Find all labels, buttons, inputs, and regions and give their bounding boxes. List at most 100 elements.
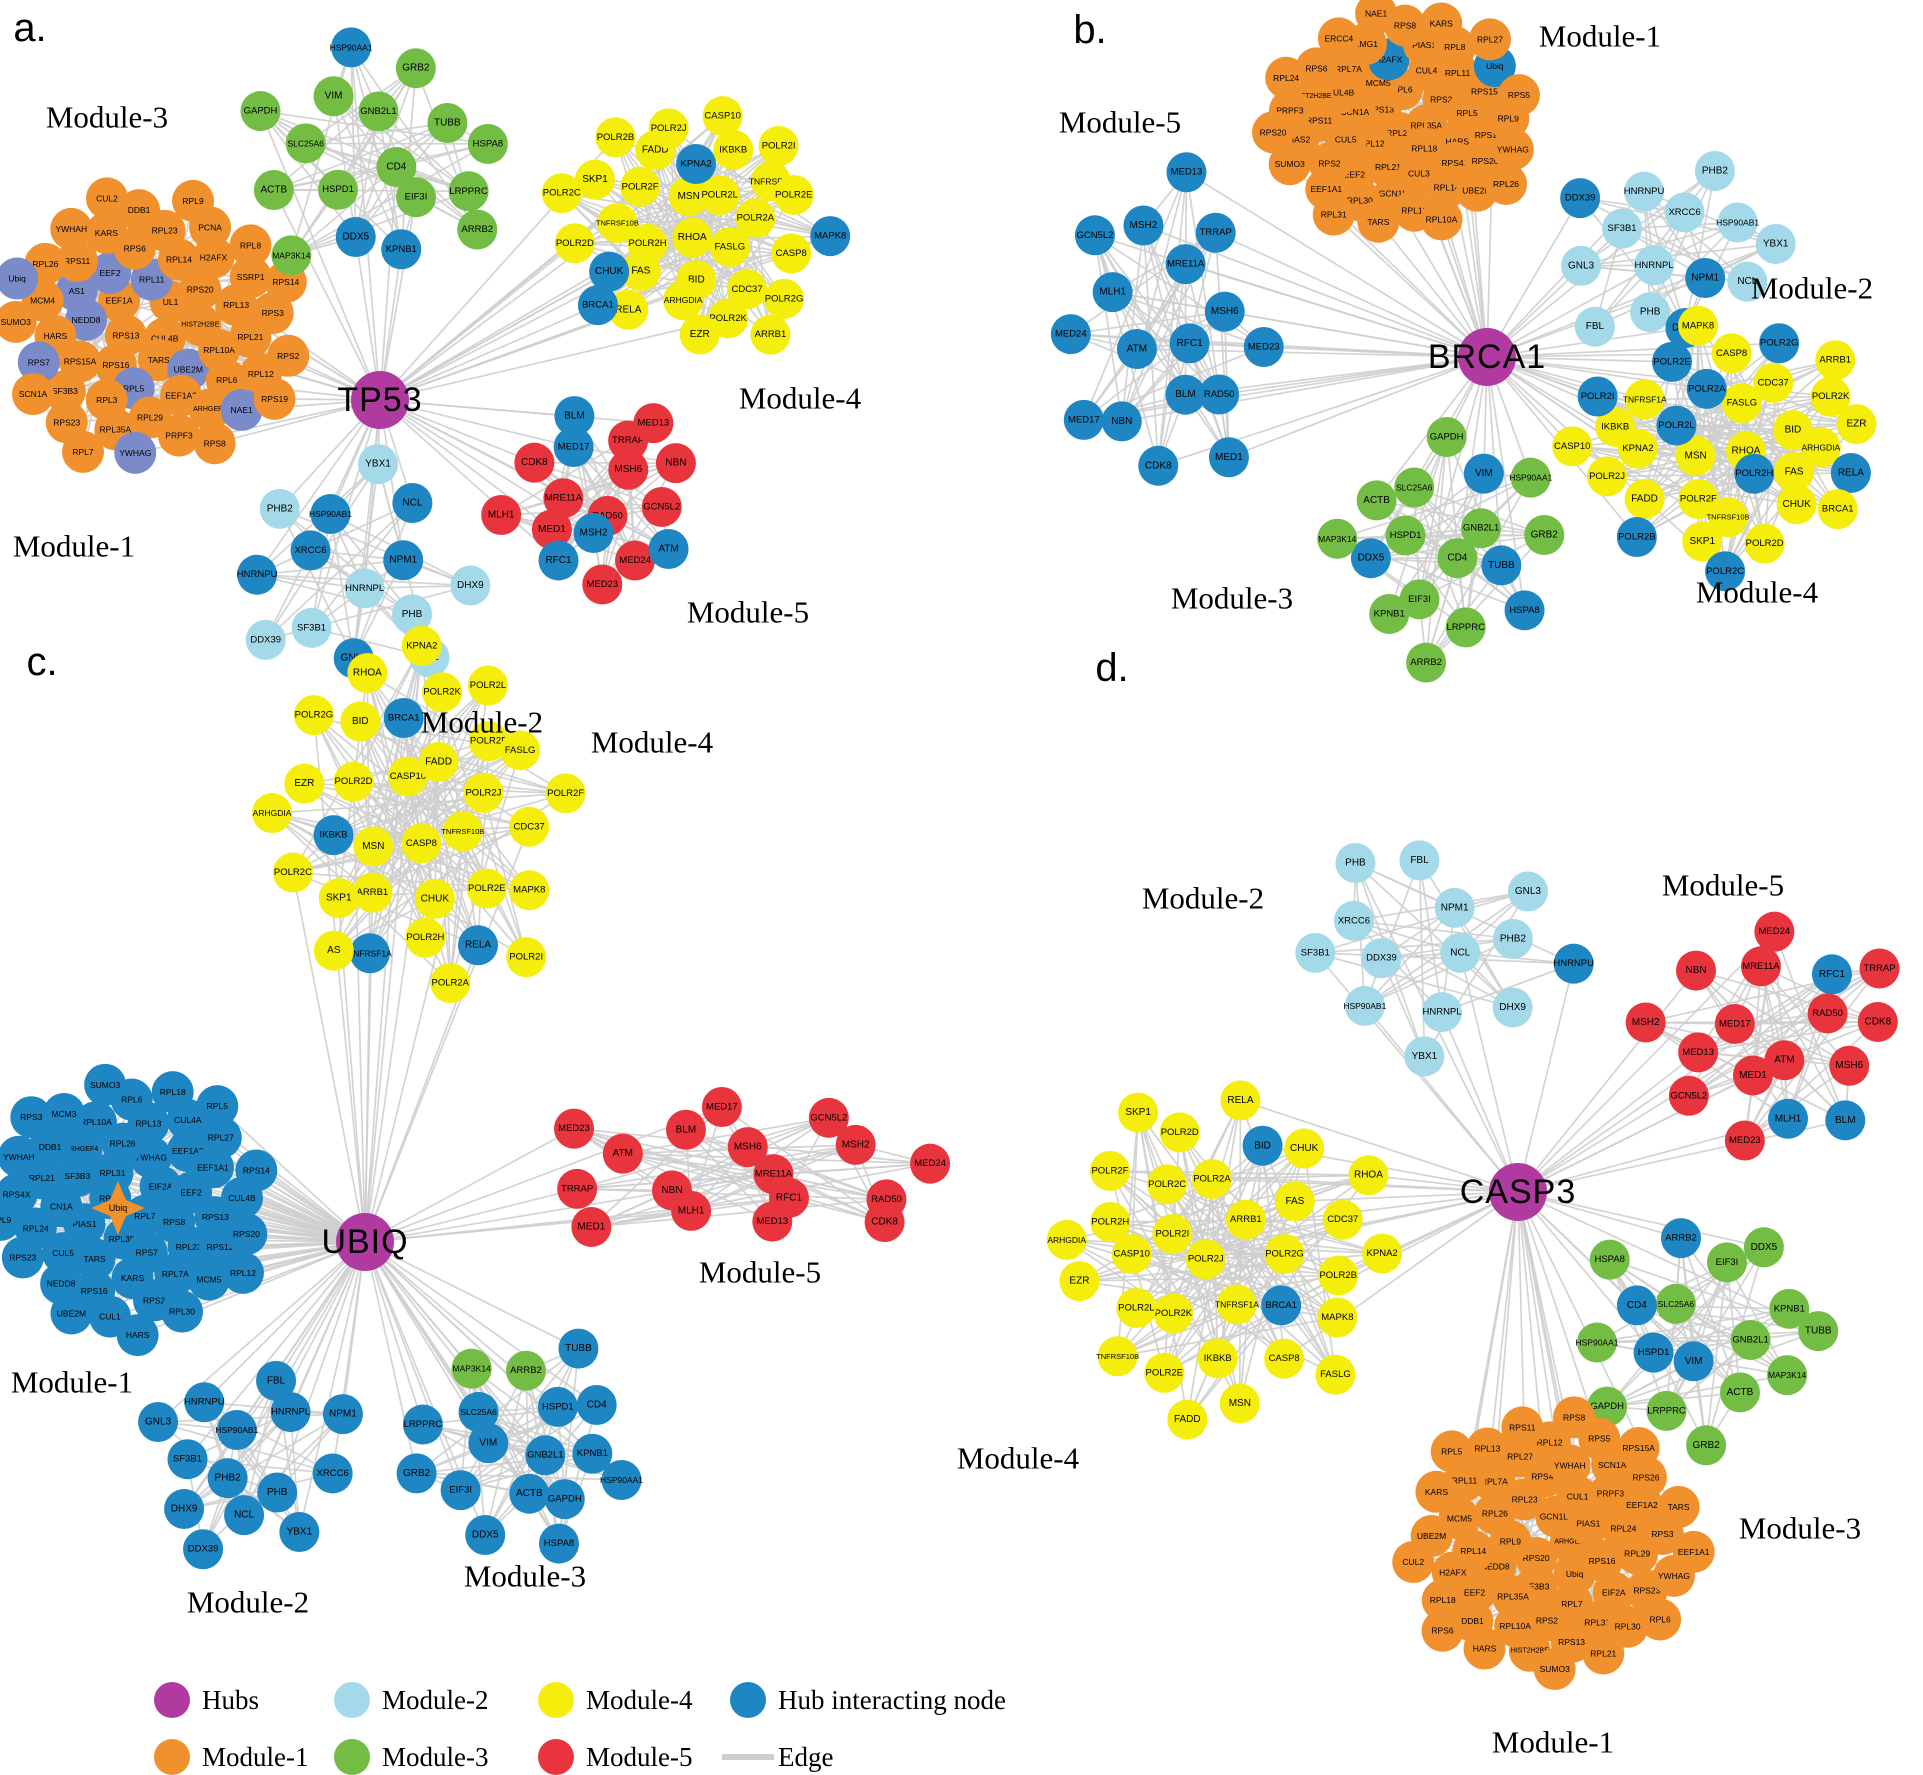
edge: [259, 110, 381, 401]
edge: [1744, 967, 1881, 1142]
edge: [591, 1198, 887, 1228]
node-RPL7A: [1473, 1460, 1516, 1503]
edge: [1157, 172, 1188, 466]
hub-node-CASP3: [1489, 1163, 1547, 1221]
module-label-module-1: Module-1: [1492, 1725, 1614, 1760]
node-GNL3: [1507, 871, 1548, 912]
edge: [1684, 170, 1716, 329]
legend-swatch-hub-interacting-node: [730, 1682, 766, 1718]
node-EIF3I: [396, 177, 437, 218]
node-RELA: [458, 925, 499, 966]
node-MCM3: [42, 1092, 85, 1135]
edge: [1315, 890, 1529, 954]
node-RPL30: [161, 1290, 204, 1333]
edge: [1726, 1262, 1741, 1393]
node-FBL: [1574, 306, 1615, 347]
node-HNRNPL: [270, 1392, 311, 1433]
edge: [364, 1173, 774, 1243]
node-ARHGDIA: [1800, 427, 1841, 468]
node-POLR2A: [430, 963, 471, 1004]
node-NCL: [224, 1495, 265, 1536]
node-DHX9: [450, 565, 491, 606]
node-TNFRSF1A: [349, 933, 390, 974]
node-BLM: [1825, 1100, 1866, 1141]
edge: [364, 1241, 598, 1406]
node-GNL3: [1561, 245, 1602, 286]
edge: [379, 399, 654, 424]
edge: [1606, 1330, 1819, 1408]
node-YBX1: [279, 1511, 320, 1552]
legend-swatch-module-2: [334, 1682, 370, 1718]
edge: [303, 783, 479, 946]
edge: [1137, 1112, 1175, 1314]
node-HSP90AA1: [331, 27, 372, 68]
legend-swatch-module-3: [334, 1739, 370, 1775]
edge: [576, 1117, 830, 1190]
node-GNB2L1: [358, 91, 399, 132]
node-RPL12: [221, 1251, 264, 1294]
node-Ubiq: [0, 257, 39, 300]
legend-label-hub-interacting-node: Hub interacting node: [778, 1685, 1006, 1715]
node-BRCA1: [383, 697, 424, 738]
node-TRRAP: [1195, 212, 1236, 253]
node-MAP3K14: [1317, 518, 1358, 559]
node-KPNA2: [401, 625, 442, 666]
node-CDK8: [1857, 1001, 1898, 1042]
legend-swatch-module-4: [538, 1682, 574, 1718]
node-BID: [1242, 1125, 1283, 1166]
node-VIM: [313, 76, 354, 117]
edge: [1580, 170, 1716, 267]
edge: [1215, 231, 1488, 358]
node-IKBKB: [1595, 406, 1636, 447]
node-RFC1: [1169, 323, 1210, 364]
node-MSH6: [727, 1127, 768, 1168]
node-MED1: [1732, 1055, 1773, 1096]
edge: [379, 399, 574, 448]
edge: [305, 122, 448, 145]
node-NCL: [1440, 932, 1481, 973]
node-SUMO3: [84, 1063, 127, 1106]
edge: [1333, 213, 1488, 358]
legend-label-module-5: Module-5: [586, 1742, 692, 1772]
edge: [187, 1458, 333, 1475]
node-ARHGDIA: [663, 280, 704, 321]
node-SF3B1: [1602, 208, 1643, 249]
edge: [364, 717, 405, 1243]
node-RPL9: [0, 1198, 22, 1241]
node-MRE11A: [1740, 946, 1781, 987]
node-TUBB: [558, 1328, 599, 1369]
node-KPNB1: [381, 229, 422, 270]
node-MAPK8: [1317, 1297, 1358, 1338]
node-RPS2: [267, 334, 310, 377]
edge: [1441, 962, 1574, 1013]
node-SSRP1: [229, 256, 272, 299]
node-BLM: [554, 396, 595, 437]
node-MSH2: [1123, 205, 1164, 246]
edge: [1283, 1253, 1337, 1376]
node-ACTB: [1719, 1372, 1760, 1413]
node-GCN5L2: [1074, 215, 1115, 256]
edge: [1596, 1330, 1819, 1344]
node-POLR2G: [1264, 1234, 1305, 1275]
edge: [551, 462, 677, 531]
node-RHOA: [347, 653, 388, 694]
node-GRB2: [395, 48, 436, 89]
edge: [1486, 356, 1673, 363]
edge: [379, 197, 417, 401]
node-CUL2: [86, 177, 129, 220]
node-GRB2: [1686, 1425, 1727, 1466]
node-KARS: [1420, 2, 1463, 45]
node-RPL18: [151, 1071, 194, 1114]
node-FASLG: [1721, 383, 1762, 424]
node-TNFRSF1A: [1216, 1284, 1257, 1325]
module-label-module-5: Module-5: [1059, 105, 1181, 140]
node-NBN: [1101, 401, 1142, 442]
node-IKBKB: [313, 815, 354, 856]
node-POLR2B: [468, 721, 509, 762]
node-MED23: [582, 564, 623, 605]
node-CASP8: [401, 823, 442, 864]
node-CD4: [576, 1384, 617, 1425]
node-CDC37: [727, 269, 768, 310]
node-ARRB1: [750, 314, 791, 355]
node-RPL30: [1606, 1605, 1649, 1648]
